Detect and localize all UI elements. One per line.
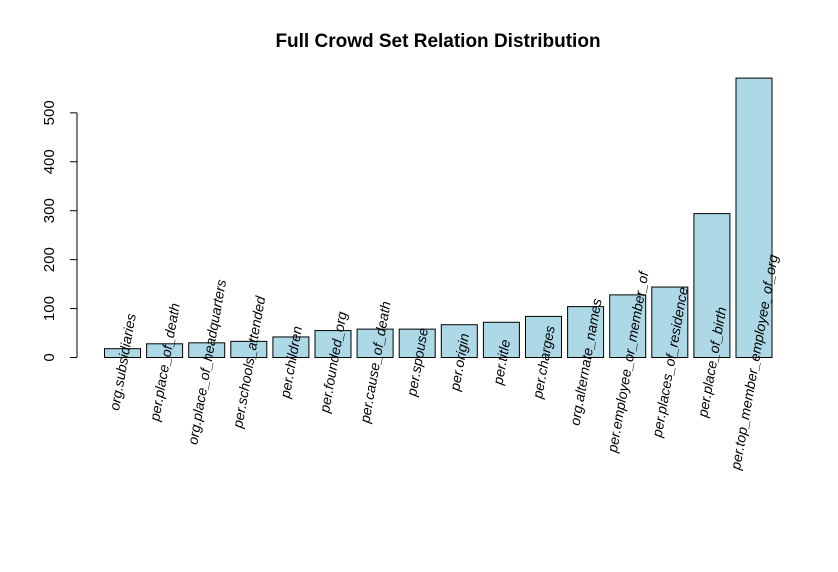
bar xyxy=(146,343,184,358)
bar xyxy=(188,342,226,359)
y-tick-label: 300 xyxy=(41,198,58,223)
bar xyxy=(104,348,141,358)
y-tick-label: 0 xyxy=(41,353,58,361)
category-label: per.children xyxy=(277,325,306,401)
category-label: org.subsidiaries xyxy=(106,312,139,411)
y-axis: 0 100 200 300 400 500 xyxy=(41,100,78,362)
bar xyxy=(398,328,436,359)
y-tick-label: 200 xyxy=(41,247,58,272)
category-label: per.place_of_death xyxy=(146,302,183,424)
bar xyxy=(482,321,520,358)
bar xyxy=(651,286,689,358)
bar xyxy=(314,330,352,358)
bar xyxy=(609,294,647,358)
y-tick-label: 500 xyxy=(41,100,58,125)
bar xyxy=(693,213,731,358)
category-labels: org.subsidiaries per.place_of_death org.pl… xyxy=(106,253,781,472)
bar xyxy=(735,77,773,358)
y-tick-label: 400 xyxy=(41,149,58,174)
category-label: per.founded_org xyxy=(316,310,350,415)
y-tick-label: 100 xyxy=(41,296,58,321)
category-label: per.title xyxy=(489,338,513,387)
bar xyxy=(525,315,562,359)
category-label: per.schools_attended xyxy=(229,294,268,430)
bar xyxy=(272,336,310,359)
chart-title: Full Crowd Set Relation Distribution xyxy=(275,31,600,52)
bar xyxy=(440,324,478,358)
category-label: per.cause_of_death xyxy=(356,300,393,425)
bar xyxy=(356,328,394,359)
bar xyxy=(567,306,605,358)
bar xyxy=(230,340,268,358)
bars xyxy=(104,77,773,359)
category-label: org.place_of_headquarters xyxy=(184,278,229,446)
